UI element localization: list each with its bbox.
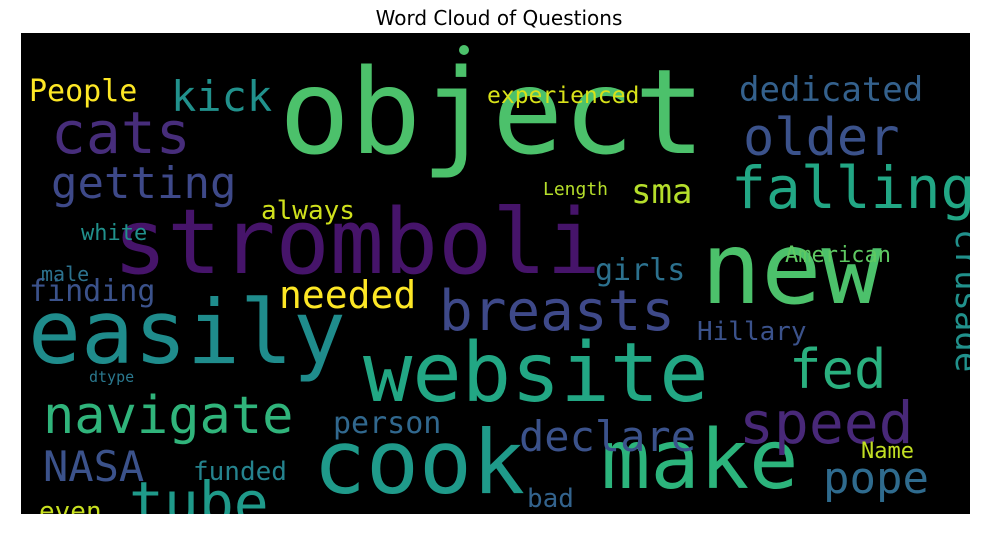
- word-funded: funded: [193, 457, 287, 487]
- word-male: male: [41, 262, 89, 286]
- word-older: older: [743, 108, 900, 168]
- word-nasa: NASA: [43, 442, 144, 491]
- word-dedicated: dedicated: [739, 70, 923, 110]
- word-white: white: [81, 221, 147, 246]
- word-needed: needed: [279, 273, 416, 317]
- word-american: American: [785, 243, 891, 268]
- word-cook: cook: [313, 411, 525, 514]
- word-cats: cats: [51, 99, 191, 167]
- word-speed: speed: [739, 389, 914, 457]
- word-hillary: Hillary: [697, 317, 807, 347]
- word-make: make: [601, 413, 798, 508]
- word-sma: sma: [631, 172, 692, 212]
- word-always: always: [261, 196, 355, 226]
- word-easily: easily: [28, 281, 346, 384]
- chart-title: Word Cloud of Questions: [375, 6, 623, 30]
- word-stromboli: stromboli: [113, 190, 601, 295]
- word-name: Name: [861, 439, 914, 464]
- word-dtype: dtype: [89, 368, 134, 386]
- word-pope: pope: [823, 453, 929, 504]
- word-new: new: [701, 210, 882, 327]
- word-girls: girls: [595, 253, 685, 288]
- word-getting: getting: [51, 158, 236, 209]
- word-kick: kick: [171, 72, 272, 121]
- word-website: website: [363, 326, 709, 421]
- word-cloud: object stromboli new website easily cook make n…: [21, 33, 970, 514]
- word-declare: declare: [519, 412, 696, 461]
- word-falling: falling: [731, 154, 970, 222]
- word-navigate: navigate: [43, 386, 293, 446]
- word-finding: finding: [29, 274, 155, 309]
- word-object: object: [279, 43, 705, 181]
- word-length: Length: [543, 179, 608, 200]
- word-bad: bad: [527, 484, 574, 514]
- word-people: People: [29, 74, 137, 109]
- word-breasts: breasts: [439, 279, 675, 344]
- word-experienced: experienced: [487, 83, 639, 109]
- word-fed: fed: [789, 338, 887, 401]
- dot-mark: [459, 45, 469, 55]
- word-crusade: crusade: [947, 229, 970, 372]
- word-even: even: [39, 497, 102, 514]
- word-person: person: [333, 406, 441, 441]
- word-tube: tube: [129, 469, 269, 514]
